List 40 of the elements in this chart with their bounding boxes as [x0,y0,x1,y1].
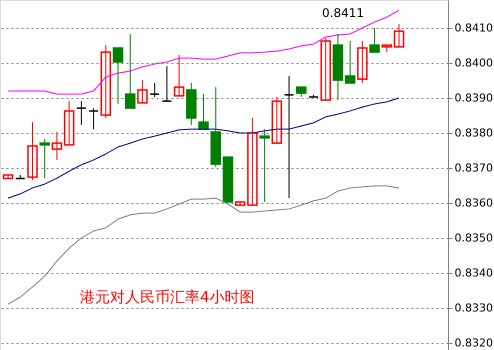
candlestick [320,38,331,101]
candlestick [162,66,172,102]
candlestick [382,44,392,53]
candlestick [149,82,160,98]
candlestick [52,131,62,160]
candlestick [88,108,99,130]
candlestick [308,94,319,98]
candlestick [15,174,26,180]
annotation: 0.8411 [322,6,364,20]
candlestick [39,138,50,179]
candlestick [124,33,136,109]
y-tick-label: 0.8320 [454,336,493,350]
y-tick-label: 0.8410 [454,22,493,34]
candlestick [76,100,87,126]
y-tick-label: 0.8340 [454,266,493,280]
y-tick-label: 0.8350 [454,232,493,244]
candlestick [186,82,197,126]
candlestick [369,28,380,53]
y-tick-label: 0.8370 [454,162,493,174]
candlestick [259,128,270,202]
candlestick [27,122,38,180]
y-tick-label: 0.8400 [454,56,493,70]
candlestick [2,174,14,180]
y-tick-label: 0.8380 [454,126,493,140]
y-tick-label: 0.8390 [454,92,493,104]
candlestick [64,100,74,146]
candlestick [332,33,344,101]
candlestick [394,24,404,48]
candlestick [284,75,294,199]
candlestick [344,40,356,84]
y-tick-label: 0.8330 [454,302,493,314]
line-series [8,10,400,95]
candlestick [357,40,368,84]
annotation: 港元对人民币汇率4小时图 [80,288,255,306]
candlestick [174,54,184,97]
candlestick [137,80,148,104]
y-tick-label: 0.8360 [454,196,493,210]
candlestick [296,86,307,98]
line-series [8,98,400,199]
candlestick [112,47,124,104]
